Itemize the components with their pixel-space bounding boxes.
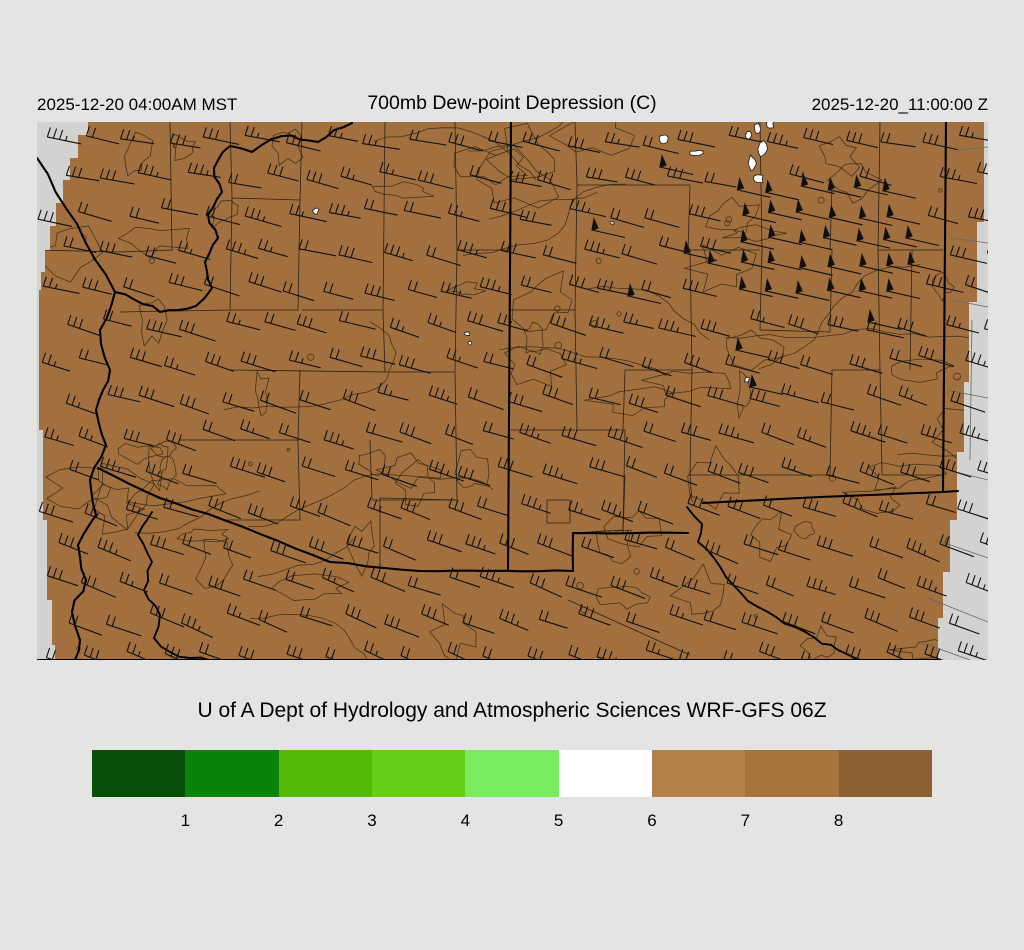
colorbar-tick-label: 7 <box>740 811 751 830</box>
colorbar-tick-label: 5 <box>553 811 564 830</box>
forecast-map <box>37 122 988 660</box>
colorbar-segment <box>558 750 652 797</box>
colorbar-segment <box>185 750 279 797</box>
colorbar-segment <box>651 750 746 797</box>
valid-time-local: 2025-12-20 04:00AM MST <box>37 95 238 114</box>
colorbar-segment <box>465 750 559 797</box>
colorbar-tick-label: 6 <box>647 811 657 830</box>
colorbar-segment <box>92 750 186 797</box>
attribution-text: U of A Dept of Hydrology and Atmospheric… <box>197 699 827 722</box>
colorbar-segment <box>745 750 839 797</box>
colorbar-segment <box>278 750 372 797</box>
colorbar-segment <box>371 750 466 797</box>
colorbar-tick-label: 1 <box>180 811 191 830</box>
plot-title: 700mb Dew-point Depression (C) <box>367 92 657 114</box>
colorbar-tick-label: 3 <box>367 811 377 830</box>
valid-time-utc: 2025-12-20_11:00:00 Z <box>811 95 988 114</box>
colorbar-tick-label: 2 <box>273 811 284 830</box>
colorbar-tick-label: 8 <box>833 811 844 830</box>
colorbar-tick-labels: 1 2 3 4 5 6 7 8 <box>92 811 932 833</box>
colorbar-segment <box>838 750 932 797</box>
colorbar-tick-label: 4 <box>460 811 471 830</box>
colorbar <box>92 750 932 797</box>
